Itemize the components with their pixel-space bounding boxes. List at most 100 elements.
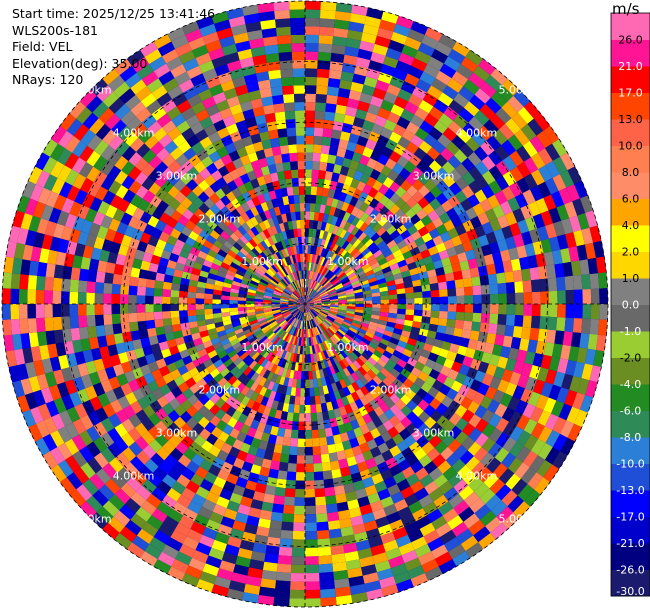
ppi-gate-cell: [421, 316, 431, 324]
ppi-gate-cell: [264, 112, 276, 123]
ppi-gate-cell: [305, 287, 307, 296]
ppi-gate-cell: [273, 392, 281, 402]
ppi-gate-cell: [237, 300, 247, 304]
ppi-gate-cell: [292, 281, 298, 290]
ppi-gate-cell: [142, 149, 157, 164]
ppi-gate-cell: [299, 311, 303, 320]
ppi-gate-cell: [370, 314, 380, 320]
ppi-gate-cell: [257, 194, 266, 204]
ppi-gate-cell: [136, 295, 146, 304]
ppi-gate-cell: [163, 391, 176, 403]
ppi-gate-cell: [105, 334, 116, 346]
ppi-gate-cell: [381, 334, 392, 342]
ppi-gate-cell: [208, 464, 221, 477]
ppi-gate-cell: [277, 171, 286, 181]
ppi-gate-cell: [307, 253, 311, 263]
ppi-gate-cell: [278, 136, 289, 147]
ppi-gate-cell: [278, 319, 287, 327]
ppi-gate-cell: [198, 506, 213, 520]
ppi-gate-cell: [436, 325, 447, 334]
ppi-gate-cell: [212, 258, 223, 267]
ppi-gate-cell: [138, 269, 149, 279]
ppi-gate-cell: [299, 304, 305, 311]
ppi-gate-cell: [277, 282, 286, 290]
ppi-gate-cell: [287, 403, 295, 413]
ppi-gate-cell: [255, 149, 266, 160]
ppi-gate-cell: [231, 219, 242, 229]
ppi-gate-cell: [297, 299, 305, 304]
ppi-gate-cell: [281, 310, 290, 315]
ppi-gate-cell: [435, 355, 447, 366]
ppi-gate-cell: [236, 251, 247, 260]
ppi-gate-cell: [281, 385, 288, 395]
ppi-gate-cell: [376, 424, 388, 436]
ppi-gate-cell: [30, 246, 42, 262]
ppi-gate-cell: [428, 369, 440, 380]
ppi-gate-cell: [537, 265, 548, 280]
ppi-gate-cell: [271, 335, 279, 344]
ppi-gate-cell: [292, 186, 300, 196]
ppi-gate-cell: [87, 182, 101, 197]
ppi-gate-cell: [250, 98, 263, 109]
ppi-gate-cell: [305, 304, 309, 312]
ppi-gate-cell: [195, 309, 205, 316]
ppi-gate-cell: [329, 233, 336, 243]
ppi-gate-cell: [598, 272, 608, 289]
ppi-gate-cell: [447, 439, 462, 453]
ppi-gate-cell: [286, 247, 292, 256]
ppi-gate-cell: [375, 516, 390, 529]
ppi-gate-cell: [156, 395, 169, 408]
ppi-gate-cell: [293, 310, 300, 318]
ppi-gate-cell: [136, 64, 154, 80]
ppi-gate-cell: [142, 252, 153, 263]
ppi-gate-cell: [230, 24, 248, 36]
ppi-gate-cell: [172, 276, 182, 285]
ppi-gate-cell: [156, 333, 167, 344]
ppi-gate-cell: [241, 531, 256, 543]
ppi-gate-cell: [308, 328, 312, 338]
ppi-gate-cell: [313, 471, 324, 481]
ppi-gate-cell: [438, 318, 448, 327]
ppi-gate-cell: [275, 272, 283, 281]
ppi-gate-cell: [389, 404, 401, 416]
ppi-gate-cell: [247, 125, 260, 136]
ppi-gate-cell: [501, 489, 518, 507]
ppi-gate-cell: [250, 499, 263, 510]
ppi-gate-cell: [305, 396, 311, 405]
ppi-gate-cell: [374, 35, 391, 48]
ppi-gate-cell: [243, 366, 252, 376]
ppi-gate-cell: [305, 295, 307, 304]
ppi-gate-cell: [208, 547, 225, 561]
ppi-gate-cell: [470, 358, 482, 371]
ppi-gate-cell: [108, 376, 121, 390]
ppi-gate-cell: [89, 197, 103, 212]
ppi-gate-cell: [427, 537, 444, 552]
ppi-gate-cell: [327, 511, 340, 522]
ppi-gate-cell: [211, 539, 227, 553]
ppi-gate-cell: [244, 143, 256, 155]
ppi-gate-cell: [28, 166, 43, 185]
ppi-gate-cell: [356, 434, 367, 446]
ppi-gate-cell: [312, 228, 317, 238]
ppi-gate-cell: [114, 58, 132, 76]
ppi-gate-cell: [320, 309, 329, 313]
ppi-gate-cell: [36, 317, 46, 333]
ppi-gate-cell: [199, 330, 209, 338]
ppi-gate-cell: [263, 173, 273, 184]
ppi-gate-cell: [455, 431, 469, 445]
ppi-gate-cell: [130, 101, 147, 117]
ppi-gate-cell: [320, 256, 326, 266]
ppi-gate-cell: [482, 423, 496, 438]
ppi-gate-cell: [107, 75, 125, 92]
ppi-gate-cell: [291, 309, 299, 316]
ppi-gate-cell: [234, 328, 244, 335]
ppi-gate-cell: [226, 95, 240, 108]
ppi-gate-cell: [135, 506, 152, 522]
ppi-gate-cell: [238, 469, 251, 481]
ppi-gate-cell: [99, 346, 110, 359]
ppi-gate-cell: [422, 304, 432, 311]
ppi-gate-cell: [334, 343, 343, 352]
ppi-gate-cell: [346, 167, 357, 179]
ppi-gate-cell: [135, 409, 149, 423]
ppi-gate-cell: [184, 258, 195, 268]
